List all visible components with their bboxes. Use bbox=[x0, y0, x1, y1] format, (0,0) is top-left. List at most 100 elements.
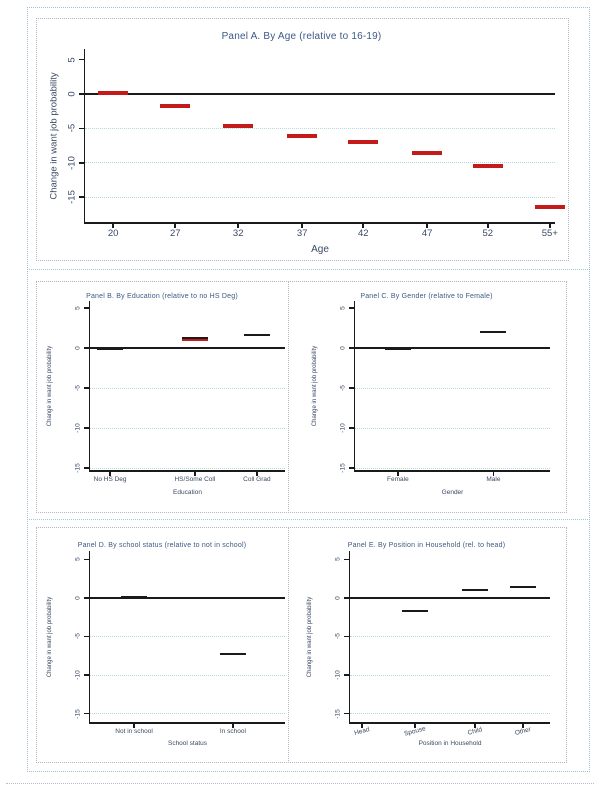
x-tick-label: Not in school bbox=[115, 728, 153, 735]
row-separator-line bbox=[27, 269, 588, 270]
x-tick-label: 37 bbox=[296, 228, 308, 239]
x-tick bbox=[301, 223, 303, 228]
grid-line bbox=[90, 635, 285, 637]
x-axis-line bbox=[88, 470, 285, 472]
x-tick bbox=[522, 723, 524, 728]
x-tick-label: Other bbox=[514, 726, 532, 737]
x-tick bbox=[362, 223, 364, 228]
x-tick-label: 20 bbox=[107, 228, 119, 239]
y-tick-label: -15 bbox=[66, 190, 78, 205]
panel-c-x-axis-label: Gender bbox=[441, 489, 464, 496]
x-tick bbox=[361, 723, 363, 728]
panel-d-title: Panel D. By school status (relative to n… bbox=[77, 542, 247, 549]
x-tick-label: Male bbox=[486, 476, 501, 483]
grid-line bbox=[90, 674, 285, 676]
y-axis-line bbox=[83, 49, 85, 224]
x-tick-label: Head bbox=[353, 726, 371, 737]
grid-line bbox=[90, 467, 285, 469]
y-tick bbox=[78, 127, 84, 130]
grid-line bbox=[355, 387, 550, 389]
panel-e-y-axis-label: Change in want job probability bbox=[307, 596, 313, 678]
estimate-mark bbox=[181, 337, 208, 339]
x-tick bbox=[112, 223, 114, 228]
grid-line bbox=[85, 196, 555, 198]
y-tick bbox=[83, 467, 89, 469]
estimate-mark bbox=[472, 163, 503, 168]
page-bottom-dotted-line bbox=[6, 783, 594, 784]
estimate-mark bbox=[412, 150, 443, 155]
y-axis-line bbox=[88, 301, 90, 472]
y-tick-label: -10 bbox=[74, 423, 82, 433]
y-tick-label: 0 bbox=[74, 596, 82, 600]
y-tick bbox=[78, 196, 84, 198]
x-tick-label: Spouse bbox=[403, 725, 427, 738]
y-tick bbox=[83, 387, 89, 389]
panel-b: Panel B. By Education (relative to no HS… bbox=[36, 281, 288, 511]
y-tick-label: -15 bbox=[74, 708, 82, 719]
y-tick-label: -5 bbox=[66, 124, 78, 133]
x-tick bbox=[549, 223, 551, 228]
x-tick bbox=[474, 723, 476, 728]
panel-a-x-axis-label: Age bbox=[311, 244, 329, 255]
x-tick-label: 27 bbox=[169, 228, 181, 239]
panel-d-y-axis-label: Change in want job probability bbox=[47, 596, 53, 678]
estimate-mark bbox=[534, 204, 565, 209]
x-axis-line bbox=[348, 722, 550, 724]
y-tick-label: 0 bbox=[339, 346, 347, 350]
grid-line bbox=[85, 127, 555, 129]
x-tick-label: Female bbox=[387, 476, 409, 483]
estimate-mark bbox=[243, 334, 270, 337]
y-tick-label: -5 bbox=[334, 633, 342, 640]
y-tick bbox=[343, 674, 349, 676]
y-tick bbox=[348, 347, 354, 349]
x-tick bbox=[174, 223, 176, 228]
zero-line bbox=[90, 347, 285, 349]
grid-line bbox=[350, 635, 550, 637]
panel-e-title: Panel E. By Position in Household (rel. … bbox=[347, 542, 506, 549]
x-axis-line bbox=[353, 470, 550, 472]
grid-line bbox=[355, 427, 550, 429]
y-tick bbox=[83, 427, 89, 429]
estimate-mark bbox=[462, 588, 488, 591]
panel-b-title: Panel B. By Education (relative to no HS… bbox=[86, 293, 238, 300]
y-tick bbox=[83, 597, 89, 599]
grid-line bbox=[85, 162, 555, 164]
grid-line bbox=[355, 467, 550, 469]
x-tick-label: No HS Deg bbox=[93, 476, 127, 483]
estimate-mark bbox=[98, 91, 129, 96]
x-tick bbox=[492, 471, 495, 476]
y-tick-label: 5 bbox=[339, 306, 347, 310]
y-tick bbox=[343, 558, 349, 561]
zero-line bbox=[90, 597, 285, 599]
x-tick-label: 42 bbox=[357, 228, 369, 239]
grid-line bbox=[90, 427, 285, 429]
estimate-mark bbox=[219, 653, 246, 656]
y-axis-line bbox=[88, 551, 90, 724]
y-tick bbox=[348, 467, 354, 469]
grid-line bbox=[90, 713, 285, 715]
zero-line bbox=[355, 347, 550, 349]
panel-e: Panel E. By Position in Household (rel. … bbox=[288, 527, 565, 761]
panel-c-title: Panel C. By Gender (relative to Female) bbox=[360, 293, 493, 300]
x-tick-label: Child bbox=[466, 726, 484, 737]
x-axis-line bbox=[88, 722, 285, 724]
y-tick-label: 0 bbox=[66, 91, 78, 97]
x-tick bbox=[426, 223, 428, 228]
panel-d: Panel D. By school status (relative to n… bbox=[36, 527, 288, 761]
estimate-mark bbox=[223, 123, 254, 128]
estimate-mark bbox=[97, 347, 124, 350]
x-tick bbox=[232, 723, 234, 728]
y-tick bbox=[83, 674, 89, 676]
y-tick-label: -10 bbox=[339, 423, 347, 433]
x-tick bbox=[133, 723, 135, 728]
y-tick-label: 5 bbox=[74, 557, 82, 562]
panel-a-title: Panel A. By Age (relative to 16-19) bbox=[221, 31, 382, 42]
estimate-mark bbox=[160, 103, 191, 108]
x-tick bbox=[414, 723, 416, 728]
y-tick-label: -15 bbox=[334, 708, 342, 719]
y-tick bbox=[78, 162, 84, 164]
y-tick bbox=[343, 635, 349, 638]
estimate-mark bbox=[402, 610, 428, 613]
panel-c-y-axis-label: Change in want job probability bbox=[312, 345, 318, 427]
